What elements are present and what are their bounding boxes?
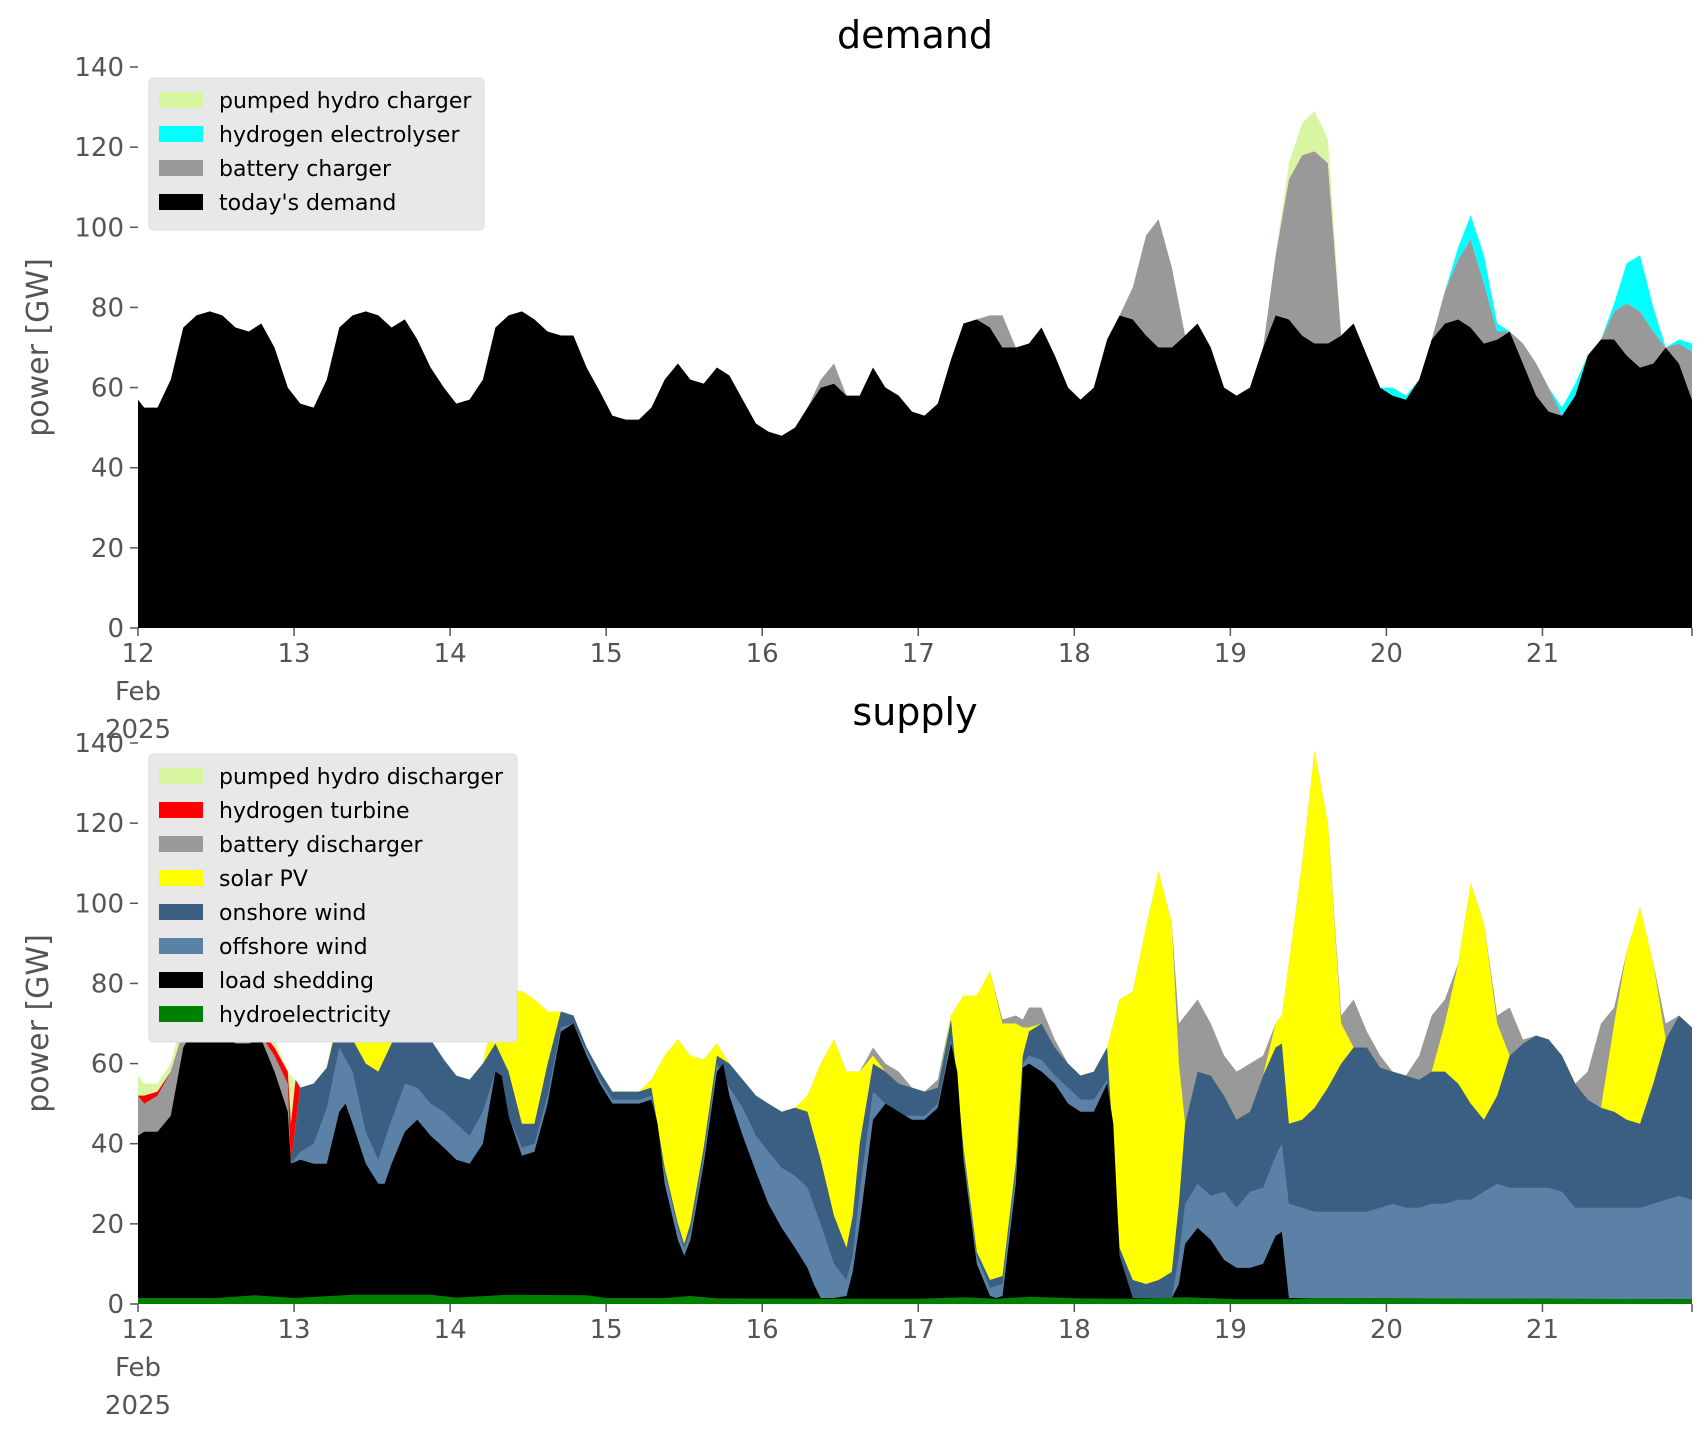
y-tick-label: 0 [107,614,124,644]
legend-label: pumped hydro discharger [219,765,504,790]
legend-box [148,77,485,231]
legend-swatch [159,160,203,176]
x-tick-label: 20 [1370,1315,1403,1345]
x-tick-label: 16 [746,1315,779,1345]
y-tick-label: 80 [91,969,124,999]
y-axis-label: power [GW] [21,258,56,437]
area-today-s-demand [138,311,1692,628]
legend-swatch [159,92,203,108]
x-tick-label: 2025 [105,715,171,745]
legend-label: pumped hydro charger [219,89,472,114]
x-tick-label: 12 [121,639,154,669]
y-axis-label: power [GW] [21,934,56,1113]
legend-label: battery discharger [219,833,424,858]
legend-label: offshore wind [219,935,368,960]
legend-swatch [159,972,203,988]
y-tick-label: 0 [107,1290,124,1320]
x-tick-label: 15 [590,639,623,669]
chart-panel-supply: supply 0 20 40 60 80 100 120 140 12 Feb 2025 13 14 15 1… [21,690,1693,1421]
area-pumped-hydro-charger [1275,111,1342,336]
x-tick-label: 14 [434,639,467,669]
y-tick-label: 60 [91,1050,124,1080]
legend-swatch [159,126,203,142]
x-tick-label: 21 [1526,1315,1559,1345]
y-tick-label: 80 [91,293,124,323]
x-tick-label: Feb [115,1353,161,1383]
legend-swatch [159,194,203,210]
legend: pumped hydro charger hydrogen electrolyse… [148,77,485,231]
x-tick-label: 18 [1058,639,1091,669]
x-tick-label: 19 [1214,1315,1247,1345]
legend-label: onshore wind [219,901,366,926]
area-hydroelectricity [138,1294,1692,1304]
x-tick-label: 15 [590,1315,623,1345]
x-tick-label: 13 [278,639,311,669]
x-tick-label: 16 [746,639,779,669]
legend-swatch [159,938,203,954]
legend: pumped hydro discharger hydrogen turbine b… [148,753,518,1043]
legend-swatch [159,836,203,852]
y-tick-label: 120 [74,133,124,163]
axes: 0 20 40 60 80 100 120 140 12 Feb 2025 13 14 15 16 17 18 1… [74,53,1693,745]
legend-label: today's demand [219,191,396,216]
y-tick-label: 140 [74,53,124,83]
x-tick-label: 18 [1058,1315,1091,1345]
legend-swatch [159,870,203,886]
y-tick-label: 100 [74,889,124,919]
legend-label: solar PV [219,867,308,892]
x-tick-label: 21 [1526,639,1559,669]
legend-swatch [159,1006,203,1022]
area-load-shedding [138,1023,1692,1304]
legend-label: load shedding [219,969,374,994]
x-tick-label: 17 [902,1315,935,1345]
legend-swatch [159,802,203,818]
chart-title: supply [852,690,977,734]
axes: 0 20 40 60 80 100 120 140 12 Feb 2025 13 14 15 16 17 18 1… [74,729,1693,1421]
x-tick-label: 19 [1214,639,1247,669]
legend-box [148,753,518,1043]
chart-panel-demand: demand 0 20 40 60 80 100 120 140 12 Feb 2025 13 14 15 1… [21,13,1693,745]
y-tick-label: 140 [74,729,124,759]
x-tick-label: Feb [115,677,161,707]
x-tick-label: 20 [1370,639,1403,669]
x-tick-label: 17 [902,639,935,669]
y-tick-label: 20 [91,1210,124,1240]
y-tick-label: 20 [91,534,124,564]
y-tick-label: 100 [74,213,124,243]
area-hydrogen-electrolyser [1366,215,1692,416]
y-tick-label: 40 [91,1130,124,1160]
legend-label: hydroelectricity [219,1003,391,1028]
y-tick-label: 60 [91,374,124,404]
chart-title: demand [837,13,993,57]
y-tick-label: 40 [91,454,124,484]
x-tick-label: 14 [434,1315,467,1345]
y-tick-label: 120 [74,809,124,839]
area-battery-charger [807,151,1692,416]
x-tick-label: 2025 [105,1391,171,1421]
x-tick-label: 13 [278,1315,311,1345]
legend-swatch [159,768,203,784]
x-tick-label: 12 [121,1315,154,1345]
legend-label: hydrogen electrolyser [219,123,460,148]
legend-swatch [159,904,203,920]
legend-label: battery charger [219,157,392,182]
legend-label: hydrogen turbine [219,799,410,824]
